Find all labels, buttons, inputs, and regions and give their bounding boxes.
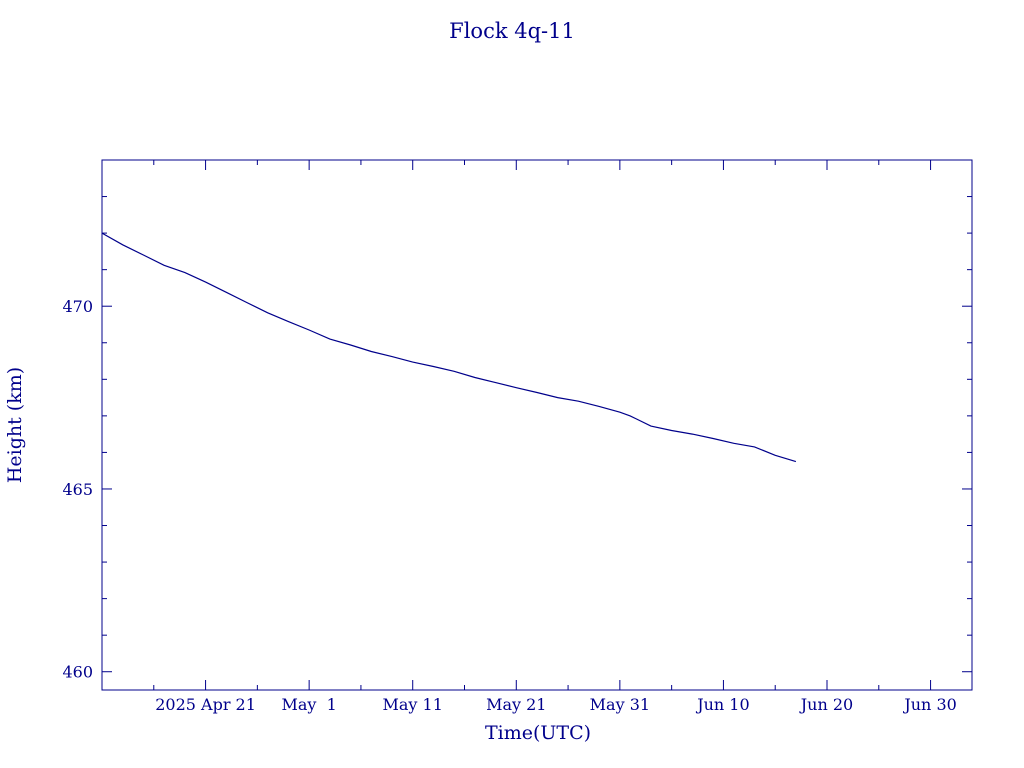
x-tick-label: May 21 bbox=[486, 695, 546, 714]
plot-frame bbox=[101, 159, 973, 691]
x-tick-label: Jun 30 bbox=[902, 695, 956, 714]
x-tick-label: May 11 bbox=[383, 695, 443, 714]
y-tick-labels: 460 465 470 bbox=[62, 297, 93, 682]
axis-ticks bbox=[102, 159, 972, 690]
x-axis-label: Time(UTC) bbox=[485, 722, 591, 744]
x-tick-label: May 31 bbox=[590, 695, 650, 714]
height-series-line bbox=[101, 232, 797, 463]
y-tick-label: 460 bbox=[62, 663, 93, 682]
x-tick-label: May 1 bbox=[281, 695, 336, 714]
chart-title: Flock 4q-11 bbox=[449, 19, 575, 43]
y-tick-label: 470 bbox=[62, 297, 93, 316]
x-tick-label: Jun 10 bbox=[695, 695, 749, 714]
y-axis-label: Height (km) bbox=[4, 367, 26, 483]
y-tick-label: 465 bbox=[62, 480, 93, 499]
x-tick-label: Jun 20 bbox=[799, 695, 853, 714]
x-tick-label: 2025 Apr 21 bbox=[155, 695, 256, 714]
x-tick-labels: 2025 Apr 21 May 1 May 11 May 21 May 31 Jun 10… bbox=[155, 695, 957, 714]
